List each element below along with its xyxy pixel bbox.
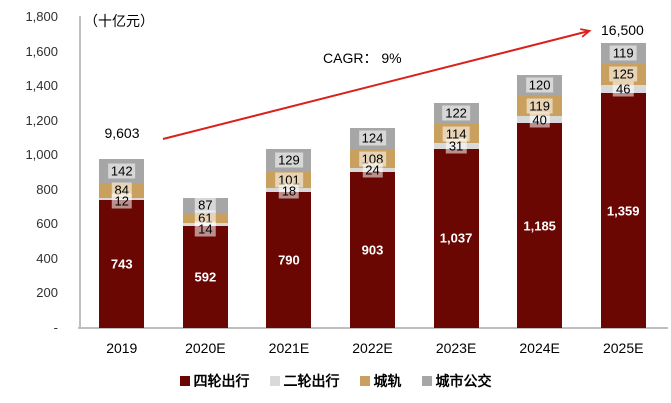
segment-value-label: 120 (525, 77, 554, 93)
segment-value-label: 743 (110, 256, 133, 272)
legend-item: 城市公交 (421, 371, 492, 391)
bar-segment (433, 148, 479, 328)
segment-value-label: 87 (195, 197, 216, 213)
segment-value-label: 1,359 (606, 203, 640, 219)
end-total-label: 16,500 (601, 22, 644, 38)
y-axis-line (79, 16, 81, 329)
segment-value-label: 125 (609, 66, 638, 82)
x-tick-label: 2023E (435, 340, 477, 356)
legend-swatch-icon (421, 376, 432, 386)
y-tick-label: 1,600 (25, 43, 58, 59)
unit-label: （十亿元） (84, 13, 154, 29)
x-tick-label: 2019 (106, 340, 138, 356)
segment-value-label: 129 (275, 152, 303, 168)
segment-value-label: 31 (445, 138, 467, 154)
segment-value-label: 903 (361, 242, 384, 258)
legend-swatch-icon (359, 376, 370, 386)
y-tick-label: 600 (36, 216, 58, 232)
bar-segment (350, 171, 395, 328)
y-tick-label: 200 (36, 285, 58, 301)
y-tick-label: 1,400 (25, 78, 58, 94)
segment-value-label: 12 (111, 193, 133, 209)
segment-value-label: 14 (195, 221, 216, 237)
start-total-label: 9,603 (104, 125, 140, 141)
legend-item: 二轮出行 (269, 371, 340, 391)
x-tick-label: 2020E (185, 340, 226, 356)
x-tick-label: 2022E (352, 340, 393, 356)
y-tick-label: 1,000 (25, 147, 58, 163)
y-tick-label: 1,200 (25, 112, 58, 128)
bar-segment (600, 93, 646, 328)
bar-segment (266, 191, 312, 328)
legend-label: 二轮出行 (283, 373, 340, 389)
segment-value-label: 24 (362, 162, 383, 178)
legend: 四轮出行 二轮出行 城轨 城市公交 (0, 371, 671, 391)
segment-value-label: 1,037 (439, 230, 473, 246)
segment-value-label: 142 (107, 163, 136, 179)
bar-segment (517, 123, 563, 328)
x-axis-line (78, 327, 668, 329)
legend-item: 城轨 (359, 371, 402, 391)
x-tick-label: 2021E (268, 340, 310, 356)
legend-label: 城市公交 (435, 373, 492, 389)
bar-segment (182, 225, 228, 328)
segment-value-label: 122 (442, 105, 470, 121)
segment-value-label: 108 (358, 151, 387, 166)
segment-value-label: 119 (609, 45, 637, 61)
legend-label: 四轮出行 (193, 373, 250, 389)
bar-segment (99, 199, 145, 328)
segment-value-label: 46 (612, 81, 634, 97)
segment-value-label: 40 (529, 112, 550, 128)
cagr-label: CAGR： 9% (323, 50, 402, 66)
legend-label: 城轨 (373, 373, 402, 389)
x-tick-label: 2024E (519, 340, 560, 356)
y-tick-label: 400 (36, 250, 58, 266)
segment-value-label: 592 (194, 269, 217, 285)
legend-item: 四轮出行 (179, 371, 250, 391)
y-tick-label: 1,800 (25, 9, 58, 24)
segment-value-label: 18 (278, 183, 300, 199)
x-tick-label: 2025E (602, 340, 644, 356)
legend-swatch-icon (269, 376, 280, 386)
legend-swatch-icon (179, 376, 190, 386)
y-tick-label: 800 (36, 181, 58, 197)
segment-value-label: 790 (278, 252, 300, 268)
segment-value-label: 124 (358, 130, 387, 146)
y-tick-label: - (53, 320, 58, 335)
segment-value-label: 1,185 (523, 218, 556, 234)
